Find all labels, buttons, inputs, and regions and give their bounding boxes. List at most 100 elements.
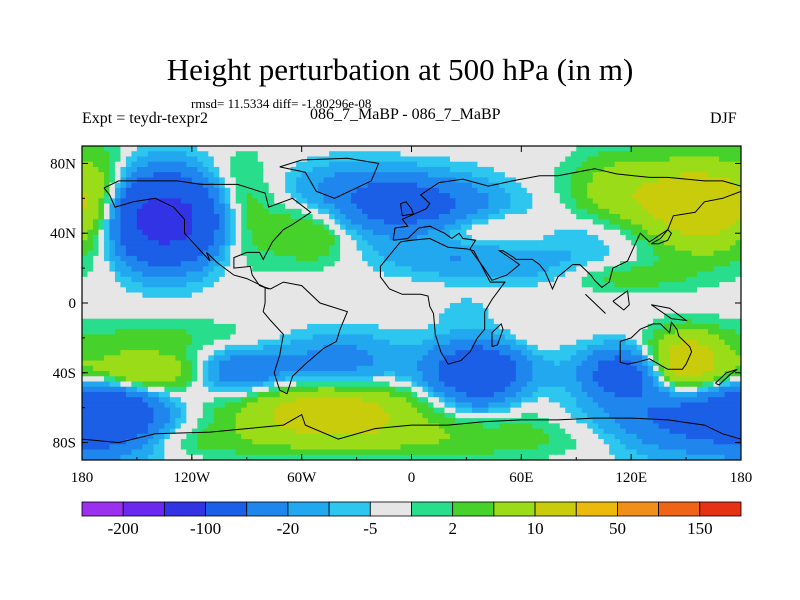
contour-cell xyxy=(515,376,533,383)
contour-cell xyxy=(235,219,242,226)
contour-cell xyxy=(186,412,204,419)
contour-cell xyxy=(515,334,594,341)
contour-cell xyxy=(647,240,665,247)
contour-cell xyxy=(565,449,610,456)
contour-cell xyxy=(603,166,741,173)
contour-cell xyxy=(395,261,561,267)
contour-cell xyxy=(471,219,489,226)
contour-cell xyxy=(334,172,429,178)
contour-cell xyxy=(318,203,336,210)
contour-cell xyxy=(653,344,660,351)
contour-cell xyxy=(653,318,687,325)
contour-cell xyxy=(125,250,204,257)
contour-cell xyxy=(82,234,89,241)
contour-cell xyxy=(356,365,418,372)
contour-cell xyxy=(345,229,358,236)
contour-cell xyxy=(664,240,737,247)
contour-cell xyxy=(488,308,741,315)
contour-cell xyxy=(653,214,741,220)
contour-cell xyxy=(82,355,105,362)
contour-cell xyxy=(103,193,111,199)
contour-cell xyxy=(213,240,226,247)
contour-cell xyxy=(581,276,605,283)
contour-cell xyxy=(87,271,116,278)
contour-cell xyxy=(82,208,100,215)
contour-cell xyxy=(576,146,632,152)
contour-cell xyxy=(416,219,457,226)
contour-cell xyxy=(570,172,594,178)
contour-cell xyxy=(631,266,715,273)
contour-cell xyxy=(598,151,741,158)
contour-cell xyxy=(147,198,182,205)
contour-cell xyxy=(603,339,627,346)
contour-cell xyxy=(620,439,643,445)
contour-cell xyxy=(488,219,594,226)
contour-cell xyxy=(449,234,473,241)
contour-cell xyxy=(109,208,116,215)
contour-cell xyxy=(334,386,396,393)
contour-cell xyxy=(120,182,127,189)
contour-cell xyxy=(158,439,165,445)
contour-cell xyxy=(213,350,226,356)
contour-cell xyxy=(603,224,621,231)
contour-cell xyxy=(416,391,429,398)
contour-cell xyxy=(82,161,94,168)
contour-cell xyxy=(114,198,122,205)
contour-cell xyxy=(537,386,566,393)
contour-cell xyxy=(109,261,116,267)
contour-cell xyxy=(713,365,737,372)
contour-cell xyxy=(82,177,105,184)
contour-cell xyxy=(642,203,741,210)
contour-cell xyxy=(653,360,660,367)
contour-cell xyxy=(208,365,220,372)
contour-cell xyxy=(581,161,616,168)
contour-cell xyxy=(444,391,468,398)
contour-cell xyxy=(647,350,654,356)
contour-cell xyxy=(120,146,138,152)
contour-cell xyxy=(323,198,352,205)
contour-cell xyxy=(92,261,111,267)
contour-cell xyxy=(406,397,418,404)
contour-cell xyxy=(510,355,528,362)
contour-cell xyxy=(493,318,654,325)
contour-cell xyxy=(598,423,621,430)
contour-cell xyxy=(268,386,281,393)
contour-cell xyxy=(449,166,495,173)
contour-cell xyxy=(120,454,149,460)
contour-cell xyxy=(614,282,660,288)
contour-cell xyxy=(191,229,215,236)
contour-cell xyxy=(142,229,193,236)
contour-cell xyxy=(455,386,506,393)
coastline xyxy=(585,293,606,314)
contour-cell xyxy=(647,412,741,419)
contour-cell xyxy=(686,276,737,283)
contour-cell xyxy=(202,172,215,178)
coastline xyxy=(379,237,506,365)
contour-cell xyxy=(224,182,237,189)
contour-cell xyxy=(576,439,605,445)
contour-cell xyxy=(427,397,440,404)
contour-cell xyxy=(235,323,308,330)
contour-cell xyxy=(636,234,660,241)
contour-cell xyxy=(504,386,522,393)
contour-cell xyxy=(202,371,209,377)
contour-cell xyxy=(395,376,413,383)
contour-cell xyxy=(98,208,105,215)
contour-cell xyxy=(186,407,204,414)
contour-cell xyxy=(147,161,187,168)
contour-cell xyxy=(526,208,572,215)
contour-cell xyxy=(438,365,517,372)
contour-cell xyxy=(449,433,550,440)
contour-cell xyxy=(620,229,632,236)
contour-cell xyxy=(471,402,489,409)
contour-cell xyxy=(191,214,220,220)
contour-cell xyxy=(653,334,665,341)
contour-cell xyxy=(131,276,204,283)
contour-cell xyxy=(191,292,741,299)
contour-cell xyxy=(224,255,231,262)
contour-cell xyxy=(219,198,226,205)
colorbar-label: -100 xyxy=(190,519,221,538)
contour-cell xyxy=(191,177,209,184)
contour-cell xyxy=(416,381,429,388)
contour-cell xyxy=(235,240,242,247)
